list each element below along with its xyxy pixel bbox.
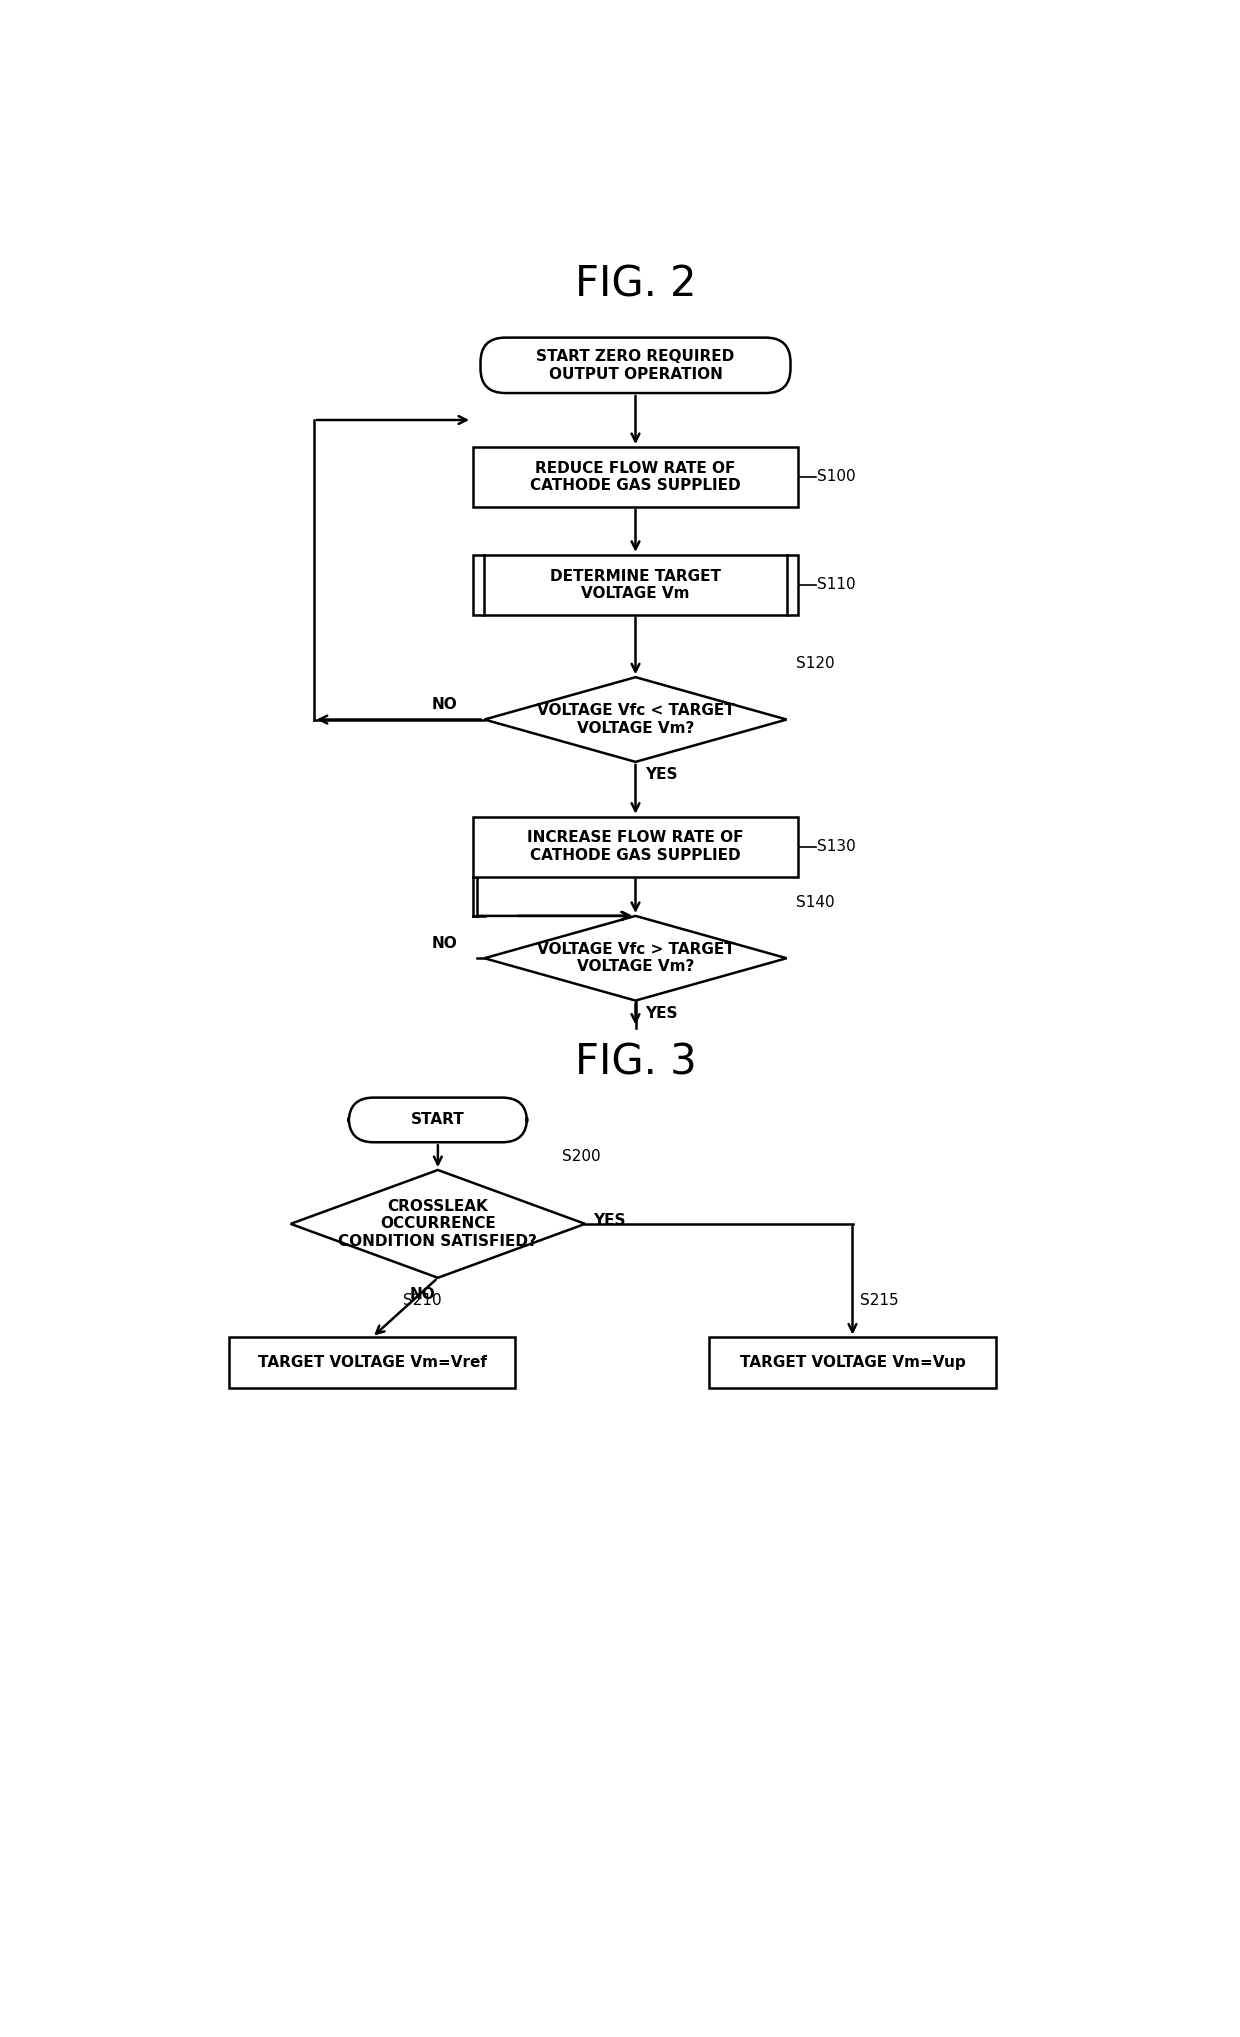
- Text: S200: S200: [562, 1149, 600, 1163]
- Text: S210: S210: [403, 1293, 441, 1308]
- Bar: [472, 446, 799, 507]
- Polygon shape: [290, 1169, 585, 1277]
- Bar: [472, 817, 799, 876]
- Text: YES: YES: [593, 1212, 625, 1228]
- Text: REDUCE FLOW RATE OF
CATHODE GAS SUPPLIED: REDUCE FLOW RATE OF CATHODE GAS SUPPLIED: [531, 460, 740, 493]
- Text: S100: S100: [817, 469, 856, 485]
- Text: START ZERO REQUIRED
OUTPUT OPERATION: START ZERO REQUIRED OUTPUT OPERATION: [537, 348, 734, 381]
- Text: DETERMINE TARGET
VOLTAGE Vm: DETERMINE TARGET VOLTAGE Vm: [551, 568, 720, 601]
- Text: S140: S140: [796, 894, 835, 911]
- FancyBboxPatch shape: [348, 1098, 527, 1143]
- Text: VOLTAGE Vfc < TARGET
VOLTAGE Vm?: VOLTAGE Vfc < TARGET VOLTAGE Vm?: [537, 703, 734, 735]
- Text: YES: YES: [645, 768, 677, 782]
- Bar: [472, 554, 799, 615]
- Bar: [228, 1338, 516, 1387]
- Bar: [709, 1338, 996, 1387]
- Text: TARGET VOLTAGE Vm=Vup: TARGET VOLTAGE Vm=Vup: [739, 1355, 966, 1371]
- Text: NO: NO: [432, 935, 458, 951]
- Text: S130: S130: [817, 839, 856, 854]
- Text: S120: S120: [796, 656, 835, 670]
- FancyBboxPatch shape: [481, 338, 791, 393]
- Text: NO: NO: [409, 1287, 435, 1302]
- Text: START: START: [410, 1112, 465, 1126]
- Polygon shape: [485, 676, 786, 762]
- Text: VOLTAGE Vfc > TARGET
VOLTAGE Vm?: VOLTAGE Vfc > TARGET VOLTAGE Vm?: [537, 941, 734, 974]
- Polygon shape: [485, 917, 786, 1000]
- Text: S215: S215: [861, 1293, 899, 1308]
- Text: TARGET VOLTAGE Vm=Vref: TARGET VOLTAGE Vm=Vref: [258, 1355, 486, 1371]
- Text: FIG. 2: FIG. 2: [575, 263, 696, 306]
- Text: FIG. 3: FIG. 3: [574, 1041, 697, 1084]
- Text: CROSSLEAK
OCCURRENCE
CONDITION SATISFIED?: CROSSLEAK OCCURRENCE CONDITION SATISFIED…: [339, 1200, 537, 1249]
- Text: S110: S110: [817, 576, 856, 593]
- Text: NO: NO: [432, 697, 458, 711]
- Text: YES: YES: [645, 1006, 677, 1021]
- Text: INCREASE FLOW RATE OF
CATHODE GAS SUPPLIED: INCREASE FLOW RATE OF CATHODE GAS SUPPLI…: [527, 831, 744, 864]
